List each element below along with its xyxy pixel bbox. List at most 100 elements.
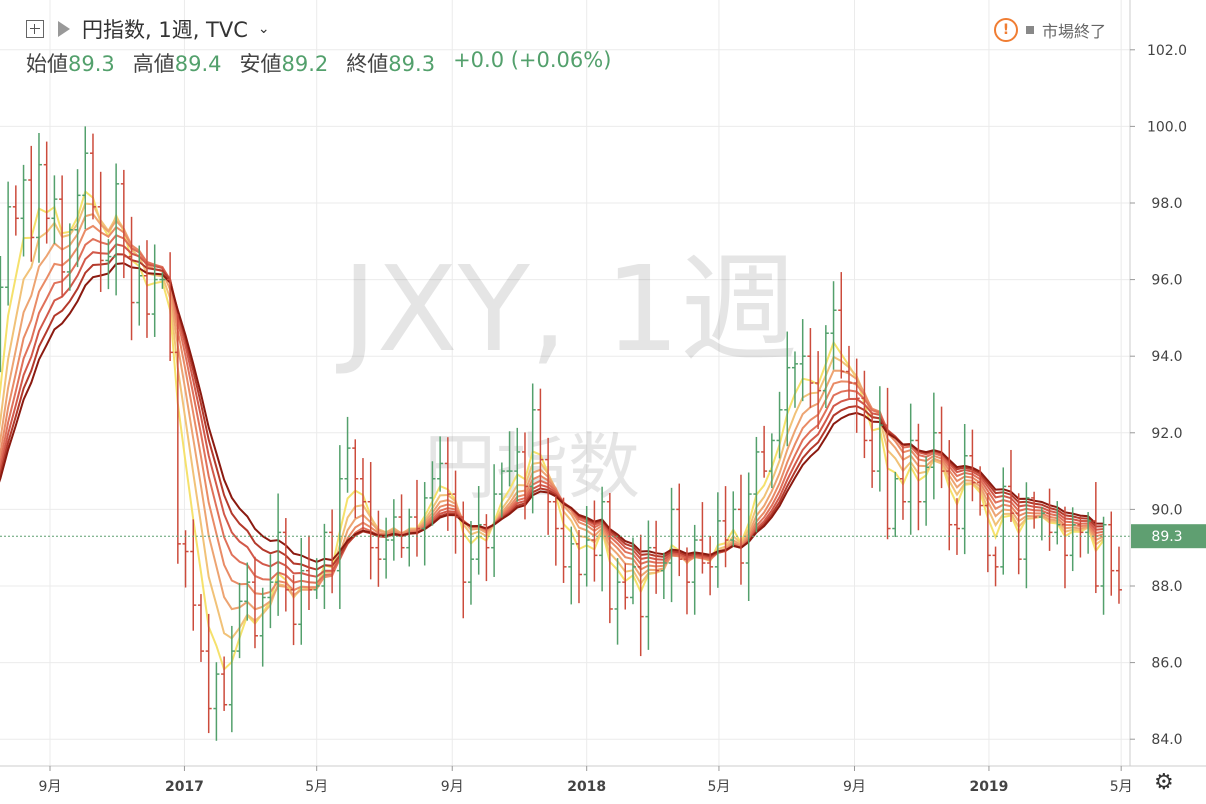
ohlc-bar — [938, 406, 945, 489]
price-tick-label: 90.0 — [1151, 502, 1182, 518]
ohlc-bar — [869, 413, 876, 488]
gear-icon[interactable]: ⚙ — [1154, 770, 1174, 795]
ohlc-bar — [452, 470, 459, 554]
ohlc-bar — [1038, 506, 1045, 541]
ohlc-bar — [267, 554, 274, 629]
ohlc-bar — [876, 386, 883, 492]
ohlc-bar — [313, 558, 320, 599]
ohlc-bar — [676, 483, 683, 577]
ohlc-bar — [606, 492, 613, 624]
ohlc-bar — [645, 520, 652, 650]
watermark-symbol: JXY, 1週 — [335, 240, 798, 378]
ohlc-bar — [668, 487, 675, 603]
warning-icon[interactable]: ! — [994, 18, 1018, 42]
symbol-title[interactable]: 円指数, 1週, TVC — [82, 18, 248, 42]
ohlc-bar — [136, 245, 143, 326]
ohlc-bar — [483, 514, 490, 582]
ohlc-bar — [1092, 482, 1099, 594]
ohlc-bar — [43, 141, 50, 244]
ohlc-bar — [768, 433, 775, 489]
ohlc-bar — [722, 486, 729, 568]
time-tick-label: 2018 — [567, 779, 606, 795]
time-tick-label: 9月 — [441, 779, 464, 795]
expand-icon[interactable] — [26, 20, 44, 38]
ohlc-bar — [730, 491, 737, 547]
ohlc-bar — [51, 175, 58, 244]
chevron-down-icon[interactable]: ⌄ — [257, 21, 270, 37]
ohlc-bar — [174, 314, 181, 564]
time-tick-label: 2019 — [969, 779, 1008, 795]
ohlc-bar — [915, 423, 922, 531]
ohlc-bar — [28, 145, 35, 262]
ohlc-bar — [305, 535, 312, 611]
ohlc-bar — [776, 391, 783, 459]
ohlc-bar — [251, 556, 258, 649]
ohlc-bar — [1007, 449, 1014, 522]
ohlc-bar — [105, 239, 112, 290]
ohlc-bar — [1100, 516, 1107, 615]
ohlc-bar — [977, 466, 984, 516]
ohlc-bar — [35, 132, 42, 263]
ohlc-bar — [506, 431, 513, 487]
ohlc-bars — [0, 126, 1122, 741]
ohlc-bar — [460, 501, 467, 619]
ohlc-bar — [1115, 546, 1122, 604]
high-label: 高値 — [132, 52, 175, 76]
ohlc-bar — [753, 436, 760, 533]
ohlc-bar — [236, 582, 243, 659]
ohlc-bar — [491, 464, 498, 577]
last-price-tag-bg — [1131, 524, 1206, 549]
ohlc-bar — [97, 171, 104, 292]
ohlc-bar — [336, 445, 343, 610]
ohlc-bar — [298, 537, 305, 645]
ohlc-bar — [437, 436, 444, 492]
low-label: 安値 — [239, 52, 282, 76]
last-price-tag: 89.3 — [1131, 524, 1206, 549]
high-value: 89.4 — [174, 52, 222, 76]
ohlc-bar — [1000, 467, 1007, 575]
ohlc-bar — [946, 440, 953, 551]
ohlc-bar — [984, 493, 991, 573]
ohlc-bar — [961, 423, 968, 555]
ohlc-bar — [290, 575, 297, 646]
ohlc-bar — [799, 319, 806, 402]
time-tick-label: 5月 — [1110, 779, 1133, 795]
ohlc-bar — [413, 479, 420, 557]
ohlc-bar — [282, 518, 289, 612]
ohlc-bar — [822, 325, 829, 409]
ohlc-bar — [714, 492, 721, 588]
ohlc-bar — [228, 625, 235, 733]
ohlc-bar — [421, 482, 428, 566]
ohlc-bar — [853, 358, 860, 433]
price-axis: 84.0 86.0 88.0 90.0 92.0 94.0 96.0 98.0 100.0 102… — [1130, 43, 1187, 748]
ohlc-bar — [637, 534, 644, 657]
low-value: 89.2 — [281, 52, 329, 76]
ohlc-bar — [784, 331, 791, 447]
ohlc-bar — [969, 429, 976, 502]
time-tick-label: 9月 — [39, 779, 62, 795]
ohlc-bar — [1077, 516, 1084, 558]
price-tick-label: 92.0 — [1151, 426, 1182, 442]
ohlc-bar — [807, 328, 814, 408]
flag-icon[interactable] — [58, 21, 70, 37]
time-tick-label: 5月 — [707, 779, 730, 795]
market-status: ! 市場終了 — [994, 18, 1106, 42]
ohlc-bar — [66, 223, 73, 291]
ohlc-bar — [560, 497, 567, 583]
ohlc-bar — [930, 392, 937, 500]
ohlc-bar — [545, 437, 552, 535]
ohlc-bar — [568, 526, 575, 605]
ohlc-bar — [1069, 507, 1076, 572]
ohlc-bar — [113, 163, 120, 296]
time-tick-label: 2017 — [165, 779, 204, 795]
ohlc-bar — [390, 499, 397, 561]
ohlc-bar — [151, 244, 158, 337]
change-value: +0.0 (+0.06%) — [453, 48, 612, 72]
ohlc-bar — [953, 498, 960, 555]
ohlc-bar — [791, 351, 798, 408]
time-tick-label: 9月 — [843, 779, 866, 795]
ohlc-bar — [398, 494, 405, 558]
time-axis: 9月 2017 5月 9月 2018 5月 9月 2019 5月 — [39, 766, 1133, 795]
